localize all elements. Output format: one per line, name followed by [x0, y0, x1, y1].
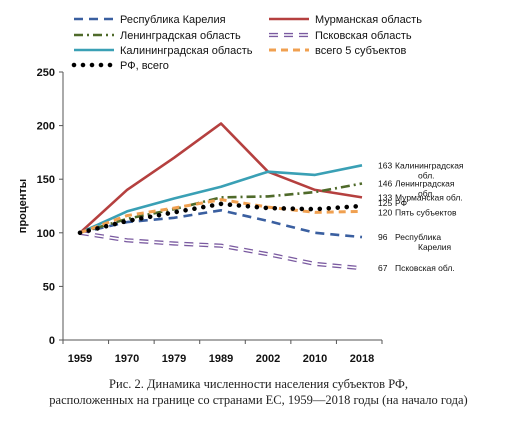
x-tick-label: 2018: [350, 353, 374, 365]
series-line: [79, 209, 363, 239]
end-label-text: обл.: [418, 170, 435, 180]
end-label-text: Пять субъектов: [395, 207, 457, 217]
x-tick-label: 2002: [256, 353, 280, 365]
axes: 0 50 100 150 200 250 1959 1970 1979 1989 2002 2010 2…: [17, 67, 383, 365]
y-tick-label: 100: [37, 228, 55, 240]
series-line-inner: [79, 232, 363, 269]
end-label-value: 133: [378, 192, 392, 202]
end-label-text: Карелия: [418, 242, 452, 252]
x-tick-label: 1970: [115, 353, 139, 365]
x-tick-label: 2010: [303, 353, 327, 365]
end-label-text: Псковская обл.: [395, 263, 455, 273]
series-line: [77, 201, 365, 236]
end-label-value: 96: [378, 232, 388, 242]
caption-line-1: Рис. 2. Динамика численности населения с…: [109, 377, 408, 391]
series-line: [79, 122, 363, 234]
series-line: [79, 164, 363, 234]
legend-label: Ленинградская область: [120, 30, 241, 42]
y-tick-label: 250: [37, 67, 55, 79]
legend-label: РФ, всего: [120, 60, 169, 72]
end-label-value: 67: [378, 263, 388, 273]
legend-label: Мурманская область: [315, 14, 422, 26]
legend: Республика Карелия Мурманская область Лени…: [71, 14, 422, 72]
chart: Республика Карелия Мурманская область Лени…: [17, 14, 464, 365]
figure-caption: Рис. 2. Динамика численности населения с…: [0, 376, 517, 408]
legend-label: всего 5 субъектов: [315, 45, 406, 57]
y-tick-label: 150: [37, 174, 55, 186]
x-tick-label: 1959: [68, 353, 92, 365]
end-label-value: 163: [378, 160, 392, 170]
end-label-text: обл.: [418, 188, 435, 198]
caption-line-2: расположенных на границе со странами ЕС,…: [49, 393, 468, 407]
series-line: [79, 198, 363, 235]
end-label-text: РФ: [395, 198, 407, 208]
end-label-value: 120: [378, 207, 392, 217]
legend-label: Псковская область: [315, 30, 412, 42]
end-label-text: Республика: [395, 232, 441, 242]
end-label-text: Калининградская: [395, 160, 464, 170]
series-line: [79, 230, 363, 271]
end-label-text: Мурманская обл.: [395, 192, 463, 202]
y-tick-label: 200: [37, 121, 55, 133]
y-tick-label: 0: [49, 335, 55, 347]
end-label-value: 146: [378, 178, 392, 188]
legend-label: Калининградская область: [120, 45, 253, 57]
legend-label: Республика Карелия: [120, 14, 226, 26]
series-lines: [77, 122, 365, 271]
y-tick-label: 50: [43, 281, 55, 293]
y-axis-title: проценты: [17, 179, 29, 233]
x-tick-label: 1979: [162, 353, 186, 365]
end-label-text: Ленинградская: [395, 178, 455, 188]
end-label-value: 125: [378, 198, 392, 208]
x-tick-label: 1989: [209, 353, 233, 365]
